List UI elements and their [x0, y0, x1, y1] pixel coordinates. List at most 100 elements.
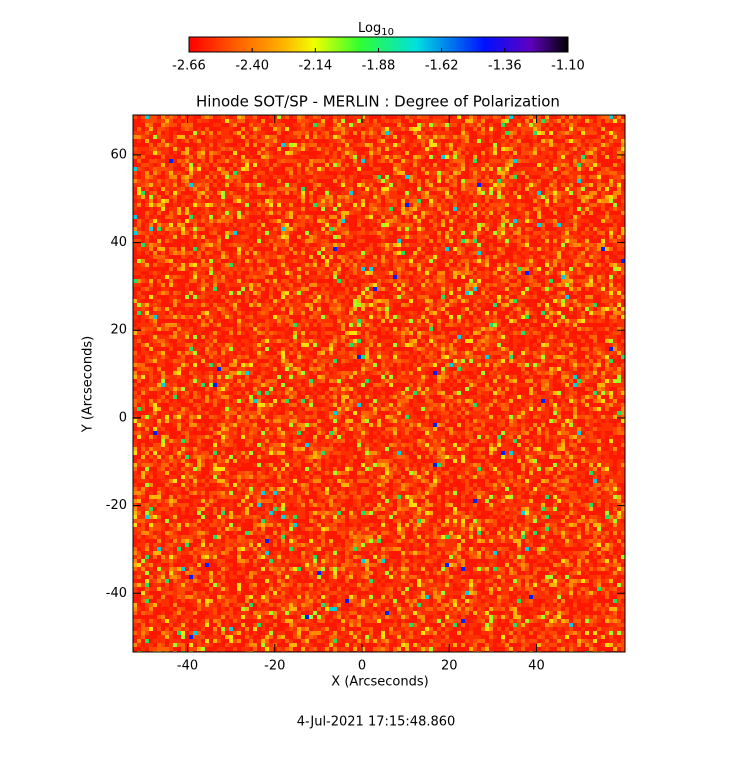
heatmap-cell [169, 191, 173, 195]
heatmap-cell [173, 155, 177, 159]
heatmap-cell [433, 191, 437, 195]
heatmap-cell [437, 187, 441, 191]
heatmap-cell [253, 175, 257, 179]
heatmap-cell [201, 231, 205, 235]
heatmap-cell [513, 167, 517, 171]
heatmap-cell [261, 151, 265, 155]
heatmap-cell [165, 239, 169, 243]
heatmap-cell [573, 191, 577, 195]
heatmap-cell [369, 207, 373, 211]
heatmap-cell [257, 259, 261, 263]
heatmap-cell [137, 247, 141, 251]
heatmap-cell [201, 247, 205, 251]
heatmap-cell [561, 187, 565, 191]
heatmap-cell [153, 203, 157, 207]
heatmap-cell [385, 211, 389, 215]
heatmap-cell [245, 175, 249, 179]
heatmap-cell [381, 167, 385, 171]
heatmap-cell [529, 159, 533, 163]
heatmap-cell [365, 203, 369, 207]
heatmap-cell [569, 211, 573, 215]
heatmap-cell [333, 275, 337, 279]
heatmap-cell [553, 239, 557, 243]
heatmap-cell [617, 231, 621, 235]
heatmap-cell [221, 147, 225, 151]
heatmap-cell [245, 263, 249, 267]
heatmap-cell [237, 247, 241, 251]
heatmap-cell [525, 211, 529, 215]
heatmap-cell [185, 115, 189, 119]
heatmap-cell [421, 187, 425, 191]
heatmap-cell [597, 235, 601, 239]
heatmap-cell [577, 235, 581, 239]
heatmap-cell [585, 239, 589, 243]
heatmap-cell [469, 191, 473, 195]
heatmap-cell [185, 143, 189, 147]
heatmap-cell [165, 147, 169, 151]
heatmap-cell [285, 255, 289, 259]
heatmap-cell [289, 147, 293, 151]
heatmap-cell [185, 139, 189, 143]
heatmap-cell [217, 259, 221, 263]
heatmap-cell [273, 203, 277, 207]
heatmap-cell [305, 139, 309, 143]
heatmap-cell [361, 203, 365, 207]
heatmap-cell [493, 131, 497, 135]
heatmap-cell [301, 147, 305, 151]
heatmap-cell [549, 183, 553, 187]
heatmap-cell [341, 275, 345, 279]
heatmap-cell [401, 203, 405, 207]
heatmap-cell [145, 235, 149, 239]
heatmap-cell [293, 159, 297, 163]
heatmap-cell [497, 123, 501, 127]
heatmap-cell [265, 223, 269, 227]
heatmap-cell [493, 191, 497, 195]
heatmap-cell [613, 123, 617, 127]
heatmap-cell [549, 135, 553, 139]
heatmap-cell [165, 263, 169, 267]
heatmap-cell [325, 151, 329, 155]
heatmap-cell [133, 267, 137, 271]
heatmap-cell [409, 275, 413, 279]
heatmap-cell [289, 195, 293, 199]
heatmap-cell [269, 175, 273, 179]
heatmap-cell [341, 251, 345, 255]
heatmap-cell [473, 119, 477, 123]
heatmap-cell [477, 207, 481, 211]
heatmap-cell [273, 247, 277, 251]
heatmap-cell [521, 271, 525, 275]
heatmap-cell [189, 259, 193, 263]
heatmap-cell [189, 139, 193, 143]
heatmap-cell [449, 151, 453, 155]
heatmap-cell [181, 151, 185, 155]
heatmap-cell [385, 275, 389, 279]
heatmap-cell [429, 171, 433, 175]
heatmap-cell [533, 211, 537, 215]
heatmap-cell [337, 231, 341, 235]
heatmap-cell [405, 119, 409, 123]
heatmap-cell [341, 271, 345, 275]
heatmap-cell [381, 171, 385, 175]
heatmap-cell [533, 183, 537, 187]
heatmap-cell [377, 255, 381, 259]
heatmap-cell [473, 167, 477, 171]
heatmap-cell [297, 151, 301, 155]
heatmap-cell [405, 255, 409, 259]
heatmap-cell [605, 115, 609, 119]
heatmap-cell [417, 115, 421, 119]
heatmap-cell [437, 147, 441, 151]
heatmap-cell [361, 151, 365, 155]
heatmap-cell [541, 263, 545, 267]
heatmap-cell [489, 151, 493, 155]
heatmap-cell [577, 175, 581, 179]
heatmap-cell [181, 247, 185, 251]
heatmap-cell [249, 271, 253, 275]
heatmap-cell [449, 215, 453, 219]
heatmap-cell [257, 207, 261, 211]
heatmap-cell [365, 119, 369, 123]
heatmap-cell [453, 243, 457, 247]
heatmap-cell [413, 231, 417, 235]
heatmap-cell [169, 195, 173, 199]
heatmap-cell [401, 211, 405, 215]
heatmap-cell [189, 151, 193, 155]
